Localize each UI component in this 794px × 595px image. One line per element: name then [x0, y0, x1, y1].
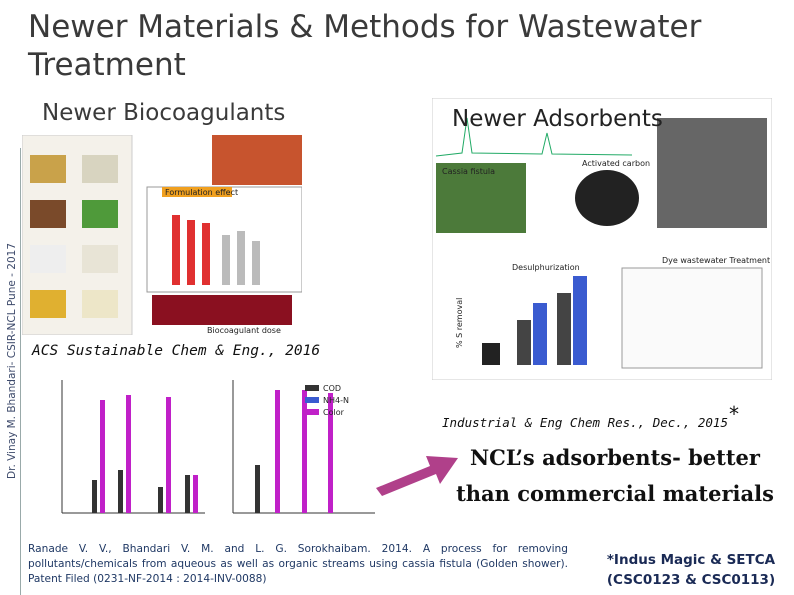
arrow [376, 456, 458, 496]
seed-photo [30, 200, 66, 228]
section-heading: Newer Adsorbents [452, 106, 663, 132]
side-note: Dr. Vinay M. Bhandari- CSIR-NCL Pune - 2… [6, 243, 18, 479]
bars-b [255, 390, 333, 513]
figure-bar [193, 475, 198, 513]
footnote: *Indus Magic & SETCA (CSC0123 & CSC0113) [606, 552, 776, 588]
figure-bar [237, 231, 245, 285]
reference-mark: * [727, 402, 741, 426]
figure-bar [185, 475, 190, 513]
bars-a [92, 395, 198, 513]
seed-photo [30, 155, 66, 183]
removal-charts: COD NH4-N Color [61, 380, 375, 514]
figure-bar [252, 241, 260, 285]
seed-photo [82, 290, 118, 318]
tree-photo [436, 163, 526, 233]
legend-label: COD [323, 384, 341, 393]
figure-bar [100, 400, 105, 513]
sample-photo [152, 295, 292, 325]
legend-swatch [305, 397, 319, 403]
legend-swatch [305, 385, 319, 391]
figure-bar [222, 235, 230, 285]
legend-swatch [305, 409, 319, 415]
figure-bar [328, 393, 333, 513]
slide-title: Newer Materials & Methods for Wastewater… [28, 9, 702, 83]
seed-photo [30, 245, 66, 273]
microscopy-photo [212, 135, 302, 185]
reference: ACS Sustainable Chem & Eng., 2016 [32, 343, 321, 359]
reference: Industrial & Eng Chem Res., Dec., 2015* [442, 402, 740, 430]
seed-photo [30, 290, 66, 318]
sem-photo [657, 118, 767, 228]
figure-bar [275, 390, 280, 513]
figure-label: Desulphurization [512, 263, 580, 272]
adsorbent-figure: Cassia fistula Activated carbon Desulphu… [432, 98, 772, 380]
carbon-photo [575, 170, 639, 226]
figure-label: Formulation effect [165, 188, 238, 197]
biocoagulant-figure: Formulation effect Biocoagulant dose [22, 135, 302, 335]
reference-text: Industrial & Eng Chem Res., Dec., 2015 [442, 415, 728, 430]
figure-label: Cassia fistula [442, 167, 495, 176]
figure-bar [255, 465, 260, 513]
figure-bar [187, 220, 195, 285]
dye-chart [621, 267, 763, 369]
figure-bar [302, 390, 307, 513]
figure-bar [118, 470, 123, 513]
figure-bar [166, 397, 171, 513]
figure-bar [573, 276, 587, 365]
figure-bar [172, 215, 180, 285]
label-box [162, 187, 232, 197]
seed-photo [82, 155, 118, 183]
figure-bar [126, 395, 131, 513]
figure-bar [202, 223, 210, 285]
figure-label: Dye wastewater Treatment [662, 256, 770, 265]
figure-label: Activated carbon [582, 159, 650, 168]
seed-photo [82, 245, 118, 273]
figure-bar [158, 487, 163, 513]
patent-note: Ranade V. V., Bhandari V. M. and L. G. S… [28, 543, 568, 585]
figure-bar [533, 303, 547, 365]
side-rule [20, 148, 21, 595]
legend-label: NH4-N [323, 396, 349, 405]
seed-photo [82, 200, 118, 228]
highlight: NCL’s adsorbents- better than commercial… [456, 445, 774, 506]
figure-label: % S removal [455, 298, 464, 348]
figure-bar [92, 480, 97, 513]
section-heading: Newer Biocoagulants [42, 100, 286, 126]
arrow-shape [376, 456, 458, 496]
spectrum-line [435, 117, 633, 157]
figure-bar [517, 320, 531, 365]
legend-label: Color [323, 408, 345, 417]
figure-bar [482, 343, 500, 365]
figure-label: Biocoagulant dose [207, 326, 281, 335]
figure-bar [557, 293, 571, 365]
